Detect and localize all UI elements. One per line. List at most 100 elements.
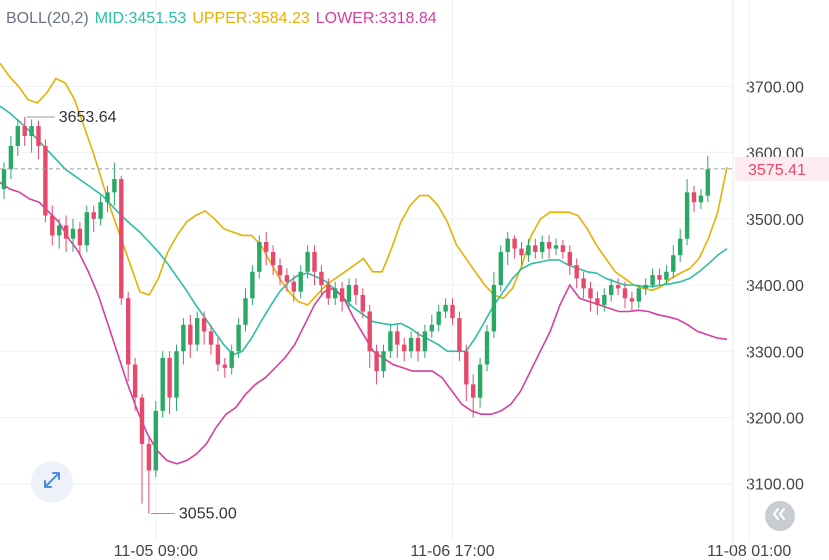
candle-body — [519, 248, 524, 256]
candle — [636, 285, 641, 309]
candle — [15, 119, 20, 156]
expand-button[interactable] — [31, 461, 73, 503]
candle-body — [560, 245, 566, 252]
candle — [333, 281, 338, 305]
candle — [615, 278, 621, 295]
candle — [477, 357, 483, 408]
candle-body — [484, 331, 490, 365]
candle-body — [126, 298, 131, 365]
candle-body — [629, 298, 635, 302]
candle-body — [691, 192, 697, 203]
candle-body — [422, 331, 428, 352]
candle — [657, 268, 662, 286]
candle — [112, 162, 117, 206]
candle — [629, 291, 635, 312]
candle-body — [698, 195, 704, 203]
candle — [270, 245, 276, 276]
legend-mid: MID:3451.53 — [94, 10, 187, 27]
candle-body — [319, 271, 324, 286]
candle — [284, 268, 290, 292]
candle-body — [464, 351, 469, 385]
candle-body — [574, 265, 579, 279]
candle-body — [381, 351, 386, 372]
candle-body — [250, 271, 255, 299]
candle — [408, 331, 414, 358]
candle-body — [636, 288, 641, 302]
candle — [684, 179, 690, 246]
candle-body — [8, 145, 14, 170]
candle-body — [326, 285, 331, 299]
candle-body — [119, 179, 124, 299]
candle — [291, 275, 296, 302]
candle — [588, 281, 593, 312]
legend-indicator-label: BOLL(20,2) — [6, 10, 89, 27]
candle — [208, 324, 214, 355]
candle — [678, 228, 683, 262]
candle — [201, 311, 207, 345]
candle — [367, 304, 372, 368]
candle-body — [257, 241, 262, 272]
candle — [188, 314, 193, 358]
candle — [443, 298, 448, 319]
candle-body — [139, 397, 145, 444]
candle — [574, 258, 579, 289]
candle-body — [664, 271, 669, 280]
y-tick-label: 3400.00 — [746, 278, 804, 295]
candle-body — [595, 298, 600, 305]
candle — [29, 119, 34, 153]
candle-body — [684, 192, 690, 239]
candle — [174, 344, 179, 411]
candle-body — [402, 344, 407, 352]
candle — [264, 232, 269, 266]
candle-body — [112, 179, 117, 193]
candle — [450, 298, 455, 325]
candle — [1, 162, 7, 199]
candle — [457, 311, 462, 362]
expand-icon — [41, 469, 63, 496]
candle — [381, 344, 386, 378]
last-price-badge — [735, 156, 829, 181]
candle — [553, 238, 559, 256]
candle-body — [533, 245, 538, 252]
candle-body — [657, 275, 662, 280]
candle-body — [305, 251, 310, 272]
candle — [43, 139, 48, 223]
candle — [146, 437, 152, 514]
double-chevron-left-icon — [772, 506, 788, 527]
candle — [436, 304, 441, 332]
candle — [298, 265, 303, 299]
candle-body — [201, 318, 207, 332]
candle — [277, 258, 283, 286]
candle — [388, 324, 393, 358]
candle — [167, 351, 172, 415]
candle-body — [174, 351, 179, 398]
candle-body — [215, 344, 221, 365]
candle — [215, 338, 221, 372]
candle-body — [70, 228, 76, 239]
candle-body — [650, 275, 655, 286]
x-tick-label: 11-05 09:00 — [114, 543, 198, 560]
candle — [698, 189, 704, 209]
candle — [567, 245, 572, 276]
candle-body — [146, 443, 152, 471]
candle-body — [415, 338, 421, 352]
candle — [195, 311, 200, 352]
candle-body — [443, 304, 448, 312]
candle-body — [84, 212, 89, 246]
candle — [512, 235, 517, 259]
candle — [429, 314, 434, 339]
candle — [533, 238, 538, 259]
scroll-to-latest-button[interactable] — [765, 501, 795, 531]
candle — [50, 205, 55, 246]
candle-body — [678, 238, 683, 256]
candle-body — [29, 126, 34, 137]
candle-body — [243, 298, 248, 325]
candle-body — [526, 245, 531, 256]
candle — [63, 215, 69, 252]
candle-body — [471, 384, 476, 398]
candle — [222, 357, 227, 378]
candle — [70, 218, 76, 252]
candle — [464, 344, 469, 401]
candle-body — [477, 364, 483, 398]
